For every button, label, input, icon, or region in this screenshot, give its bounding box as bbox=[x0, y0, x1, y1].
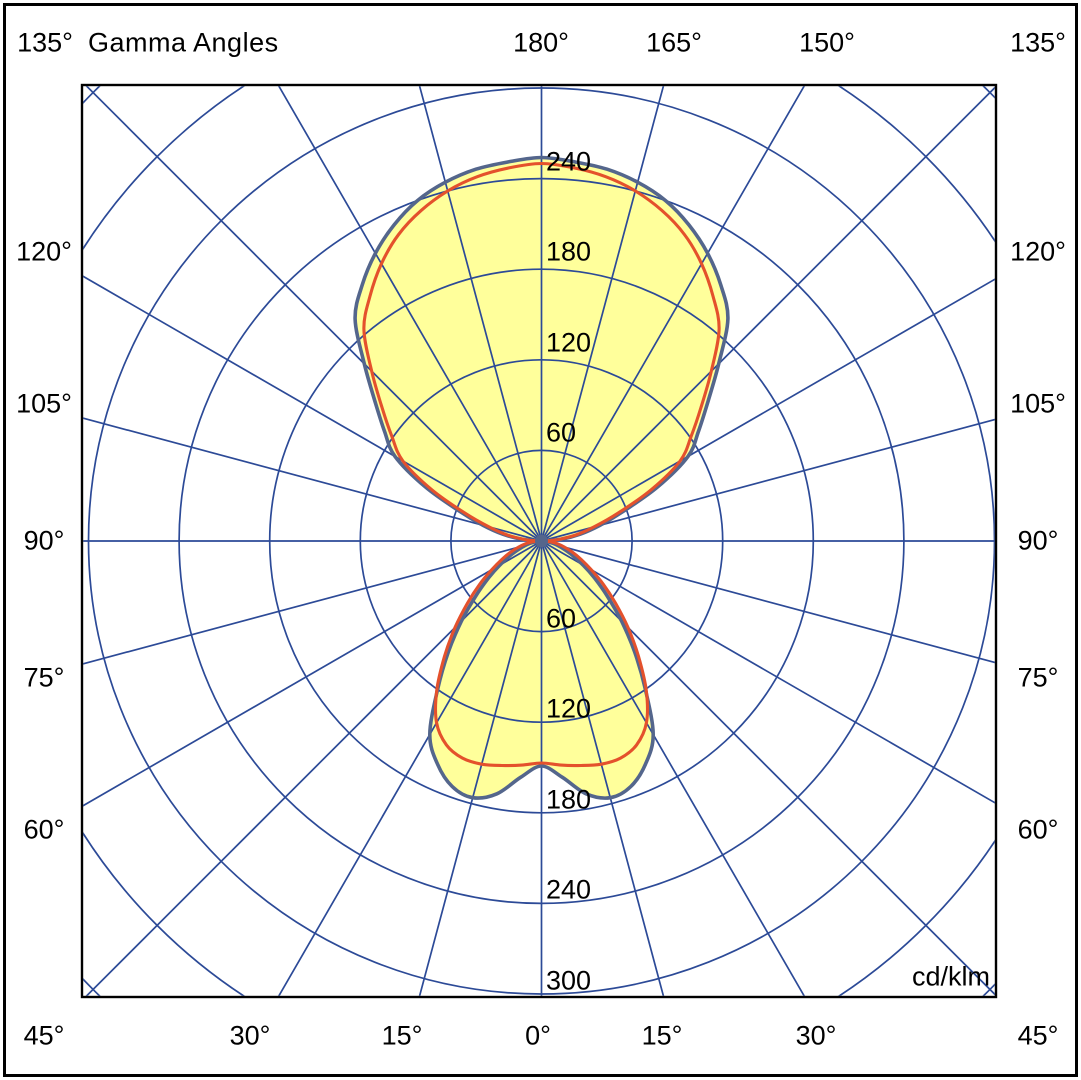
gamma-angle-label-left-0: 120° bbox=[16, 236, 72, 267]
gamma-angle-label-right-2: 90° bbox=[1017, 525, 1059, 556]
intensity-scale-label-below-240: 240 bbox=[546, 874, 592, 905]
gamma-angle-label-left-2: 90° bbox=[23, 525, 65, 556]
gamma-angle-label-top-1: 180° bbox=[513, 27, 569, 58]
gamma-angle-label-bottom-3: 0° bbox=[525, 1020, 551, 1051]
grid-ray-165 bbox=[540, 86, 665, 542]
gamma-angle-label-right-1: 105° bbox=[1010, 388, 1066, 419]
gamma-angle-label-left-3: 75° bbox=[23, 662, 65, 693]
grid-ray-300 bbox=[83, 540, 542, 807]
curve-origin-knot bbox=[535, 534, 548, 548]
grid-ray-225 bbox=[85, 86, 543, 542]
grid-ray-135 bbox=[540, 86, 995, 542]
gamma-angle-label-bottom-0: 45° bbox=[23, 1020, 65, 1051]
intensity-scale-label-below-180: 180 bbox=[546, 784, 592, 815]
grid-ray-195 bbox=[418, 86, 543, 542]
gamma-angle-label-top-3: 150° bbox=[799, 27, 855, 58]
page-title: Gamma Angles bbox=[88, 27, 279, 58]
grid-ray-60 bbox=[541, 540, 995, 804]
outer-frame bbox=[3, 3, 1078, 1077]
grid-ray-150 bbox=[540, 86, 806, 542]
gamma-angle-label-bottom-1: 30° bbox=[229, 1020, 271, 1051]
intensity-scale-label-below-60: 60 bbox=[546, 603, 577, 634]
grid-ray-75 bbox=[541, 540, 995, 664]
intensity-scale-label-above-180: 180 bbox=[546, 236, 592, 267]
intensity-curve-red bbox=[362, 161, 721, 768]
gamma-angle-label-right-3: 75° bbox=[1017, 662, 1059, 693]
grid-ray-30 bbox=[540, 540, 806, 996]
gamma-angle-label-right-0: 120° bbox=[1010, 236, 1066, 267]
unit-label: cd/klm bbox=[911, 961, 990, 992]
intensity-scale-label-above-120: 120 bbox=[546, 327, 592, 358]
grid-ray-240 bbox=[83, 275, 542, 542]
gamma-angle-label-bottom-5: 30° bbox=[795, 1020, 837, 1051]
grid-ray-105 bbox=[541, 418, 995, 542]
grid-ray-330 bbox=[277, 540, 543, 996]
grid-ray-255 bbox=[83, 417, 542, 542]
intensity-scale-label-above-240: 240 bbox=[546, 146, 592, 177]
grid-ray-210 bbox=[277, 86, 543, 542]
grid-ray-120 bbox=[541, 278, 995, 542]
plot-border bbox=[80, 83, 998, 999]
gamma-angle-label-right-4: 60° bbox=[1017, 814, 1059, 845]
gamma-angle-label-bottom-4: 15° bbox=[641, 1020, 683, 1051]
intensity-scale-label-below-300: 300 bbox=[546, 965, 592, 996]
grid-ray-15 bbox=[540, 540, 665, 996]
gamma-angle-label-left-4: 60° bbox=[23, 814, 65, 845]
grid-ray-285 bbox=[83, 540, 542, 665]
gamma-angle-label-left-1: 105° bbox=[16, 388, 72, 419]
intensity-curve-solid bbox=[353, 155, 730, 800]
grid-ray-345 bbox=[418, 540, 543, 996]
gamma-angle-label-top-2: 165° bbox=[646, 27, 702, 58]
gamma-angle-label-top-0: 135° bbox=[17, 27, 73, 58]
gamma-angle-label-top-4: 135° bbox=[1010, 27, 1066, 58]
intensity-scale-label-below-120: 120 bbox=[546, 693, 592, 724]
gamma-angle-label-bottom-2: 15° bbox=[381, 1020, 423, 1051]
intensity-scale-label-above-60: 60 bbox=[546, 417, 577, 448]
gamma-angle-label-bottom-6: 45° bbox=[1017, 1020, 1059, 1051]
